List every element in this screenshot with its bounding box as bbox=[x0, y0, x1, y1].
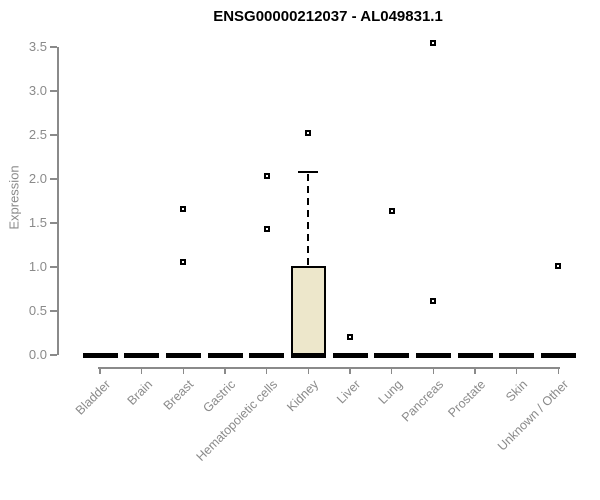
outlier-point bbox=[180, 258, 187, 265]
x-tick bbox=[99, 367, 101, 374]
y-tick bbox=[50, 46, 57, 48]
x-tick bbox=[140, 367, 143, 374]
y-tick-label: 2.0 bbox=[28, 171, 47, 186]
x-axis-line bbox=[98, 367, 561, 369]
median-bar bbox=[415, 353, 451, 358]
outlier-point bbox=[430, 298, 437, 305]
outlier-point bbox=[347, 333, 354, 340]
y-axis-line bbox=[57, 47, 59, 355]
y-tick-label: 3.0 bbox=[28, 83, 47, 98]
y-tick bbox=[50, 310, 57, 312]
x-tick bbox=[307, 367, 310, 374]
median-bar bbox=[124, 353, 160, 358]
median-bar bbox=[165, 353, 201, 358]
x-tick bbox=[265, 367, 268, 374]
median-bar bbox=[499, 353, 535, 358]
y-tick-label: 1.0 bbox=[28, 259, 47, 274]
y-tick bbox=[50, 222, 57, 224]
y-tick-label: 0.5 bbox=[28, 303, 47, 318]
y-tick-label: 3.5 bbox=[28, 39, 47, 54]
y-tick bbox=[50, 266, 57, 268]
outlier-point bbox=[388, 207, 395, 214]
median-bar bbox=[332, 353, 368, 358]
y-tick-label: 1.5 bbox=[28, 215, 47, 230]
median-bar bbox=[540, 353, 576, 358]
median-bar bbox=[82, 353, 118, 358]
median-bar bbox=[249, 353, 285, 358]
x-tick bbox=[390, 367, 393, 374]
outlier-point bbox=[305, 130, 312, 137]
x-tick bbox=[557, 367, 560, 374]
whisker-cap bbox=[298, 170, 319, 173]
x-tick bbox=[349, 367, 351, 374]
y-tick bbox=[50, 354, 57, 356]
box bbox=[290, 266, 326, 355]
x-tick bbox=[474, 367, 476, 374]
whisker-line bbox=[307, 173, 310, 267]
x-tick bbox=[182, 367, 185, 374]
outlier-point bbox=[263, 173, 270, 180]
y-tick-label: 0.0 bbox=[28, 347, 47, 362]
x-tick bbox=[515, 367, 518, 374]
median-bar bbox=[207, 353, 243, 358]
chart-title: ENSG00000212037 - AL049831.1 bbox=[213, 8, 443, 25]
outlier-point bbox=[180, 205, 187, 212]
y-tick-label: 2.5 bbox=[28, 127, 47, 142]
x-tick bbox=[224, 367, 226, 374]
outlier-point bbox=[555, 263, 562, 270]
median-bar bbox=[290, 353, 326, 358]
y-tick bbox=[50, 178, 57, 180]
y-tick bbox=[50, 134, 57, 136]
y-tick bbox=[50, 90, 57, 92]
outlier-point bbox=[263, 226, 270, 233]
x-tick bbox=[432, 367, 435, 374]
median-bar bbox=[457, 353, 493, 358]
y-axis-title: Expression bbox=[6, 165, 22, 230]
outlier-point bbox=[430, 39, 437, 46]
median-bar bbox=[374, 353, 410, 358]
